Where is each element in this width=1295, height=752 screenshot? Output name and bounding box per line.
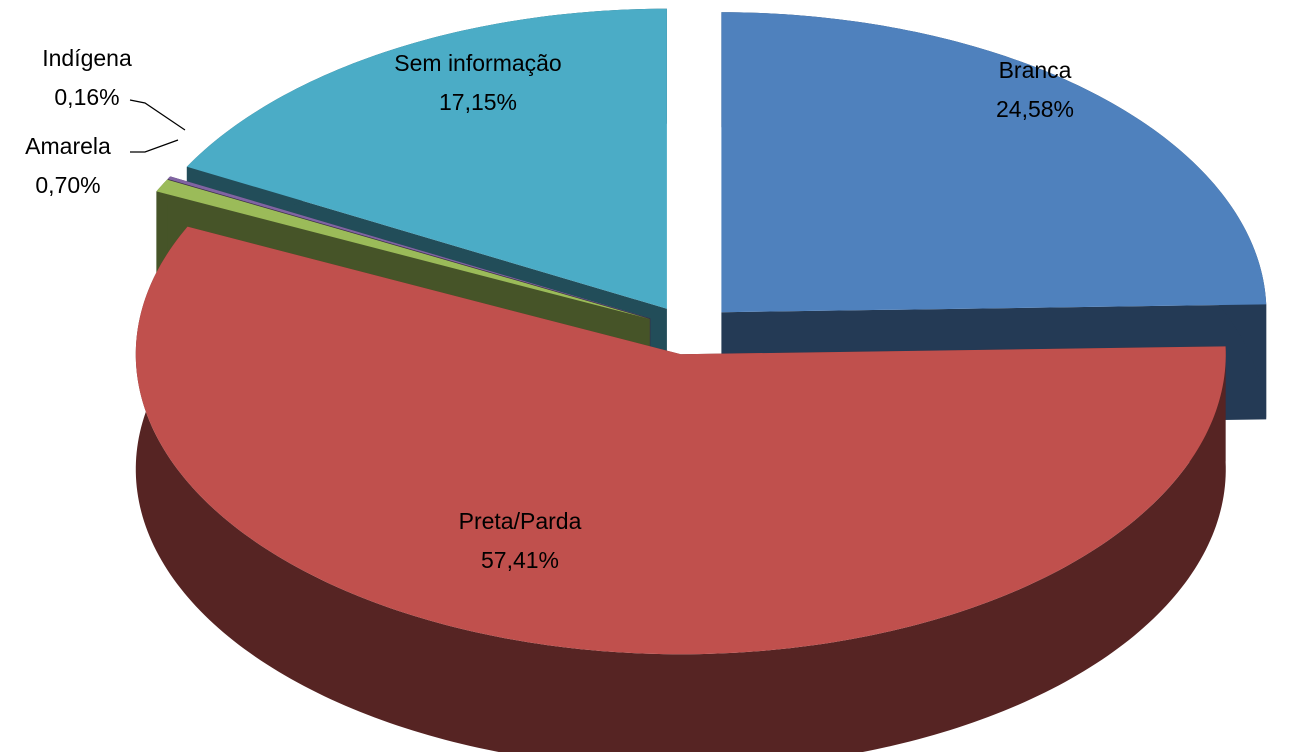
leader-line (130, 139, 179, 153)
leader-line (129, 99, 186, 131)
slice-label: Amarela (25, 133, 111, 159)
slice-top (135, 226, 1226, 655)
slice-label: Indígena (42, 45, 132, 71)
slice-label: Branca (999, 57, 1072, 83)
slice-value-label: 0,16% (54, 84, 119, 110)
slice-top (721, 12, 1267, 313)
slice-value-label: 57,41% (481, 547, 559, 573)
slice (135, 226, 1226, 752)
slice-value-label: 0,70% (35, 172, 100, 198)
slice-side (135, 226, 1226, 752)
slice-value-label: 17,15% (439, 89, 517, 115)
slice-top (167, 176, 651, 319)
slice-label: Sem informação (394, 50, 561, 76)
slice-label: Preta/Parda (459, 508, 582, 534)
slice-top (186, 8, 667, 309)
slice-value-label: 24,58% (996, 96, 1074, 122)
slice-top (156, 179, 650, 319)
